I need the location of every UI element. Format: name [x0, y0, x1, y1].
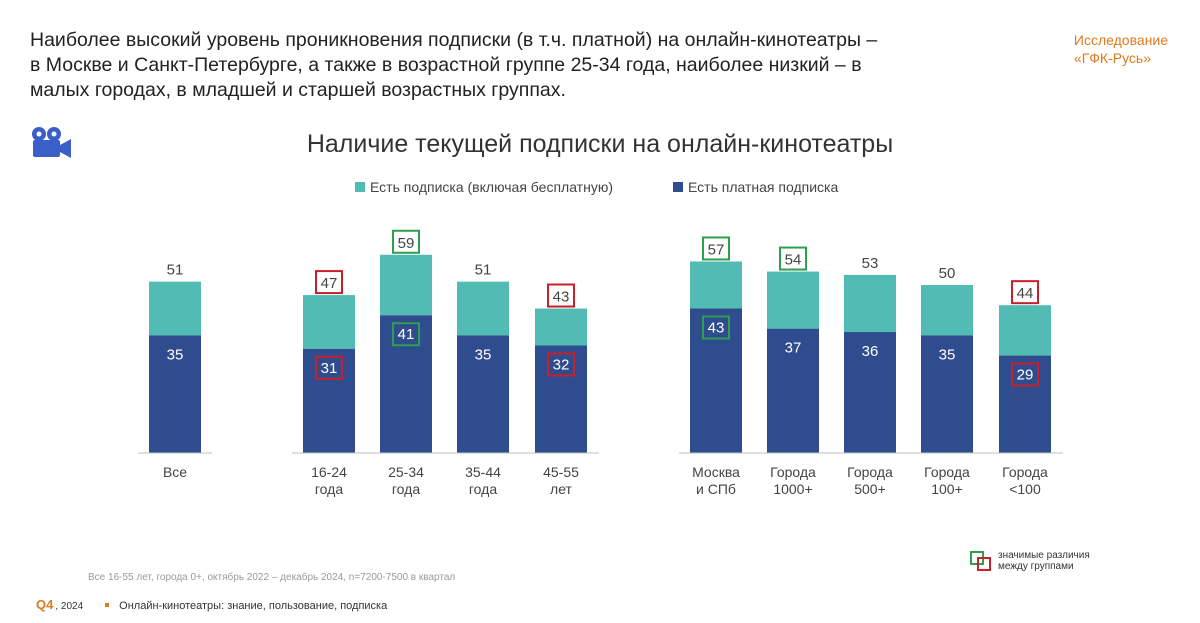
category-label-8-2: 500+: [854, 481, 886, 497]
category-label-5-1: 45-55: [543, 464, 579, 480]
footer-bullet: [105, 603, 110, 608]
category-label-2-1: 16-24: [311, 464, 347, 480]
brand-label: Исследование «ГФК-Русь»: [1074, 31, 1168, 67]
category-label-2-2: года: [315, 481, 343, 497]
brand-line-2: «ГФК-Русь»: [1073, 50, 1152, 66]
category-label-6-1: Москва: [692, 464, 740, 480]
bar-paid-1: [149, 335, 201, 453]
value-paid-10: 29: [1017, 367, 1034, 384]
value-paid-6: 43: [708, 320, 725, 337]
bar-paid-2: [303, 348, 355, 453]
footnote: Все 16-55 лет, города 0+, октябрь 2022 –…: [88, 572, 456, 583]
value-any-8: 53: [862, 255, 879, 272]
category-label-3-1: 25-34: [388, 464, 424, 480]
legend-label-2: Есть платная подписка: [688, 179, 838, 195]
legend-swatch-2: [673, 182, 683, 192]
value-any-6: 57: [708, 241, 725, 258]
sig-box-paid-3: [392, 322, 420, 347]
value-any-5: 43: [553, 289, 570, 306]
bar-any-5: [535, 308, 587, 346]
value-paid-2: 31: [321, 360, 338, 377]
sig-box-paid-10: [1011, 362, 1039, 387]
category-label-6-2: и СПб: [696, 481, 736, 497]
category-label-10-2: <100: [1009, 481, 1041, 497]
headline-line-1: Наиболее высокий уровень проникновения п…: [30, 29, 878, 51]
value-any-10: 44: [1017, 285, 1034, 302]
headline-line-3: малых городах, в младшей и старшей возра…: [30, 79, 566, 101]
legend-label-1: Есть подписка (включая бесплатную): [370, 179, 613, 195]
chart-title: Наличие текущей подписки на онлайн-кинот…: [306, 130, 894, 158]
footer: Q4, 2024 Онлайн-кинотеатры: знание, польз…: [36, 597, 387, 613]
value-any-1: 51: [167, 262, 184, 279]
value-paid-9: 35: [939, 346, 956, 363]
bar-paid-9: [921, 335, 973, 453]
category-label-1-1: Все: [163, 464, 187, 480]
significance-legend-line-2: между группами: [998, 561, 1074, 572]
category-label-3-2: года: [392, 481, 420, 497]
headline: Наиболее высокий уровень проникновения п…: [30, 28, 990, 103]
sig-box-any-3: [392, 229, 420, 254]
category-label-8-1: Города: [847, 464, 893, 480]
brand-line-1: Исследование: [1073, 32, 1168, 48]
value-paid-4: 35: [475, 346, 492, 363]
headline-line-2: в Москве и Санкт-Петербурге, а также в в…: [30, 54, 862, 76]
sig-box-any-7: [779, 246, 807, 271]
value-any-4: 51: [475, 262, 492, 279]
bar-any-4: [457, 281, 509, 336]
bar-any-10: [999, 305, 1051, 356]
sig-box-paid-2: [315, 355, 343, 380]
bar-any-9: [921, 285, 973, 336]
bar-paid-8: [844, 332, 896, 453]
footer-year-value: 2024: [60, 601, 84, 612]
subscription-chart: Есть подписка (включая бесплатную) Есть п…: [138, 179, 1063, 497]
bar-any-3: [380, 254, 432, 316]
category-label-4-2: года: [469, 481, 497, 497]
category-label-10-1: Города: [1002, 464, 1048, 480]
value-any-2: 47: [321, 275, 338, 292]
bar-any-8: [844, 274, 896, 333]
value-any-3: 59: [398, 235, 415, 252]
category-label-7-1: Города: [770, 464, 816, 480]
sig-box-paid-5: [547, 352, 575, 377]
bar-any-1: [149, 281, 201, 336]
sig-box-any-6: [702, 236, 730, 261]
category-label-9-1: Города: [924, 464, 970, 480]
bar-any-6: [690, 261, 742, 309]
legend-swatch-1: [355, 182, 365, 192]
bar-paid-5: [535, 345, 587, 453]
value-any-7: 54: [785, 252, 802, 269]
significance-legend: значимые различия между группами: [970, 549, 1170, 575]
bar-paid-3: [380, 315, 432, 453]
value-paid-5: 32: [553, 356, 570, 373]
category-label-9-2: 100+: [931, 481, 963, 497]
significance-legend-text: значимые различия между группами: [998, 550, 1090, 572]
sig-box-paid-6: [702, 315, 730, 340]
bar-any-2: [303, 295, 355, 349]
value-paid-3: 41: [398, 326, 415, 343]
category-label-4-1: 35-44: [465, 464, 501, 480]
significance-legend-line-1: значимые различия: [998, 550, 1090, 561]
bar-any-7: [767, 271, 819, 329]
bar-paid-7: [767, 328, 819, 453]
significance-low-box: [977, 557, 991, 571]
film-camera-icon: [32, 127, 71, 158]
footer-section: Онлайн-кинотеатры: знание, пользование, …: [119, 600, 388, 612]
category-label-7-2: 1000+: [773, 481, 812, 497]
footer-year: , 2024: [55, 601, 84, 612]
category-label-5-2: лет: [550, 481, 572, 497]
footer-quarter: Q4: [36, 597, 54, 612]
value-paid-1: 35: [167, 346, 184, 363]
value-paid-8: 36: [862, 343, 879, 360]
value-any-9: 50: [939, 265, 956, 282]
bar-paid-6: [690, 308, 742, 453]
sig-box-any-10: [1011, 280, 1039, 305]
bar-paid-4: [457, 335, 509, 453]
sig-box-any-2: [315, 270, 343, 295]
value-paid-7: 37: [785, 340, 802, 357]
sig-box-any-5: [547, 283, 575, 308]
bar-paid-10: [999, 355, 1051, 453]
